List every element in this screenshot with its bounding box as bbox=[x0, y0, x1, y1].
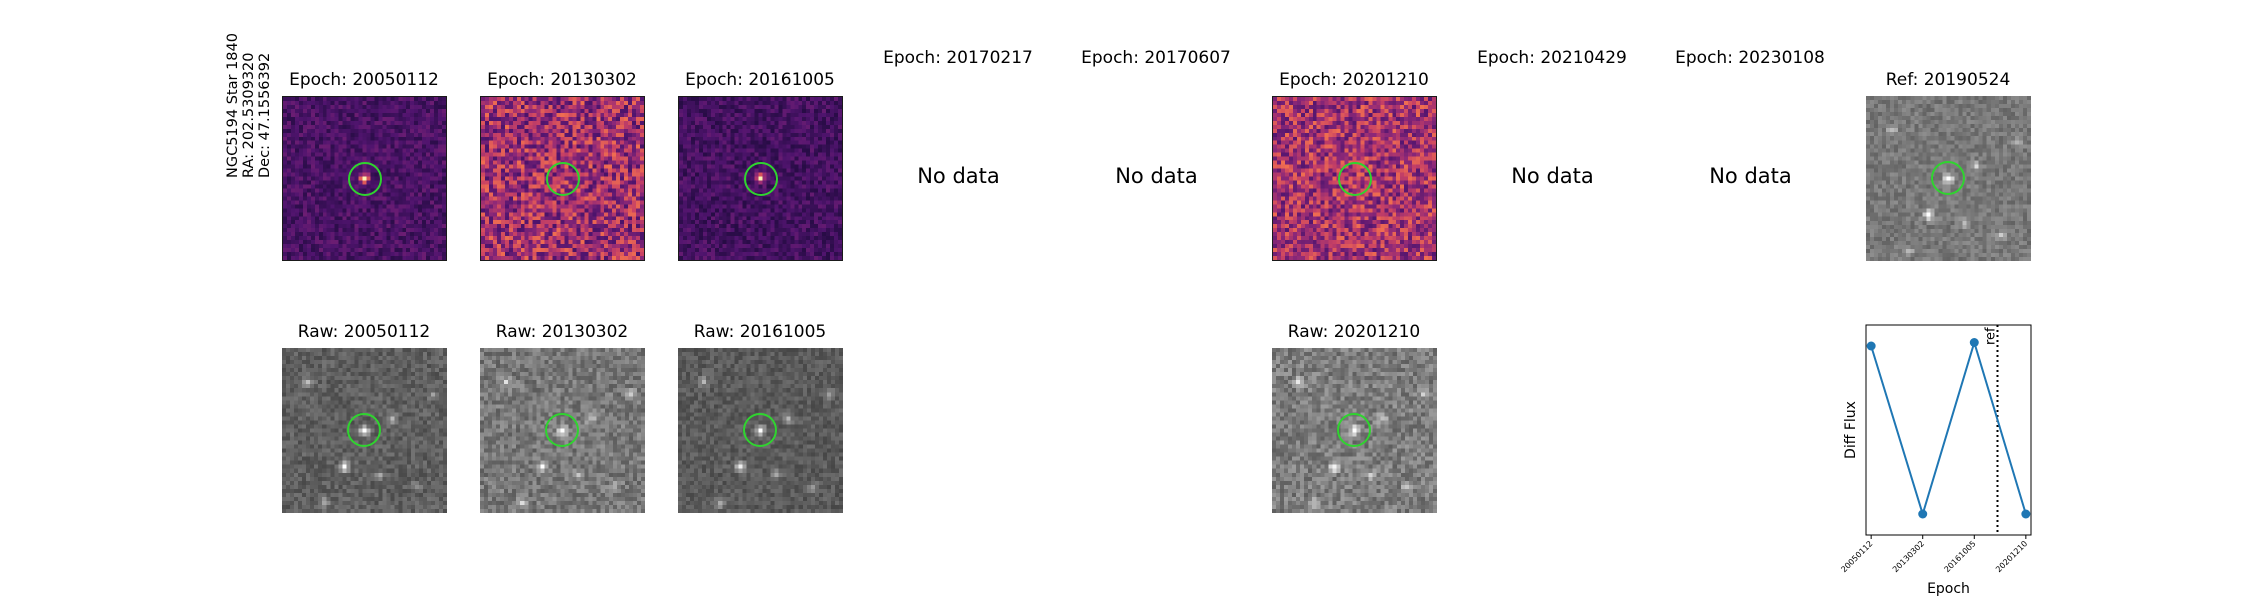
raw-image-2 bbox=[678, 348, 843, 513]
target-circle bbox=[743, 413, 777, 447]
epoch-title-7: Epoch: 20230108 bbox=[1675, 48, 1825, 68]
epoch-title-1: Epoch: 20130302 bbox=[487, 70, 637, 90]
no-data-label-6: No data bbox=[1511, 164, 1594, 188]
raw-title-2: Raw: 20161005 bbox=[693, 322, 827, 342]
data-point bbox=[1918, 509, 1928, 519]
data-point bbox=[1969, 338, 1979, 347]
data-point bbox=[1866, 341, 1876, 351]
target-circle bbox=[1931, 161, 1965, 195]
target-circle bbox=[744, 162, 778, 196]
epoch-title-4: Epoch: 20170607 bbox=[1081, 48, 1231, 68]
no-data-label-4: No data bbox=[1115, 164, 1198, 188]
raw-title-1: Raw: 20130302 bbox=[495, 322, 629, 342]
target-circle bbox=[545, 413, 579, 447]
target-circle bbox=[1337, 413, 1371, 447]
diff-image-5 bbox=[1272, 96, 1437, 261]
epoch-title-0: Epoch: 20050112 bbox=[289, 70, 439, 90]
epoch-title-3: Epoch: 20170217 bbox=[883, 48, 1033, 68]
target-circle bbox=[546, 162, 580, 196]
raw-title-0: Raw: 20050112 bbox=[297, 322, 431, 342]
data-point bbox=[2021, 509, 2031, 519]
ref-title: Ref: 20190524 bbox=[1885, 70, 2011, 90]
diff-image-0 bbox=[282, 96, 447, 261]
target-circle bbox=[348, 162, 382, 196]
x-tick-label: 20161005 bbox=[1943, 539, 1978, 574]
raw-image-0 bbox=[282, 348, 447, 513]
target-circle bbox=[347, 413, 381, 447]
epoch-title-5: Epoch: 20201210 bbox=[1279, 70, 1429, 90]
epoch-title-2: Epoch: 20161005 bbox=[685, 70, 835, 90]
diff-image-2 bbox=[678, 96, 843, 261]
ref-image bbox=[1866, 96, 2031, 261]
raw-image-5 bbox=[1272, 348, 1437, 513]
x-tick-label: 20201210 bbox=[1994, 539, 2029, 574]
diff-image-1 bbox=[480, 96, 645, 261]
light-curve-chart: ref 20050112 20130302 20161005 20201210 Epoch… bbox=[1839, 324, 2032, 597]
x-tick-label: 20050112 bbox=[1839, 539, 1874, 574]
no-data-label-3: No data bbox=[917, 164, 1000, 188]
raw-title-5: Raw: 20201210 bbox=[1287, 322, 1421, 342]
no-data-label-7: No data bbox=[1709, 164, 1792, 188]
plot-frame bbox=[1865, 324, 2032, 536]
target-circle bbox=[1338, 162, 1372, 196]
raw-image-1 bbox=[480, 348, 645, 513]
epoch-title-6: Epoch: 20210429 bbox=[1477, 48, 1627, 68]
star-name: NGC5194 Star 1840 bbox=[225, 33, 241, 178]
y-axis-label: Diff Flux bbox=[1843, 401, 1859, 459]
x-tick-label: 20130302 bbox=[1891, 539, 1926, 574]
x-axis-label: Epoch bbox=[1927, 581, 1970, 597]
series-line bbox=[1870, 339, 2027, 518]
ref-line-label: ref bbox=[1983, 327, 1998, 345]
